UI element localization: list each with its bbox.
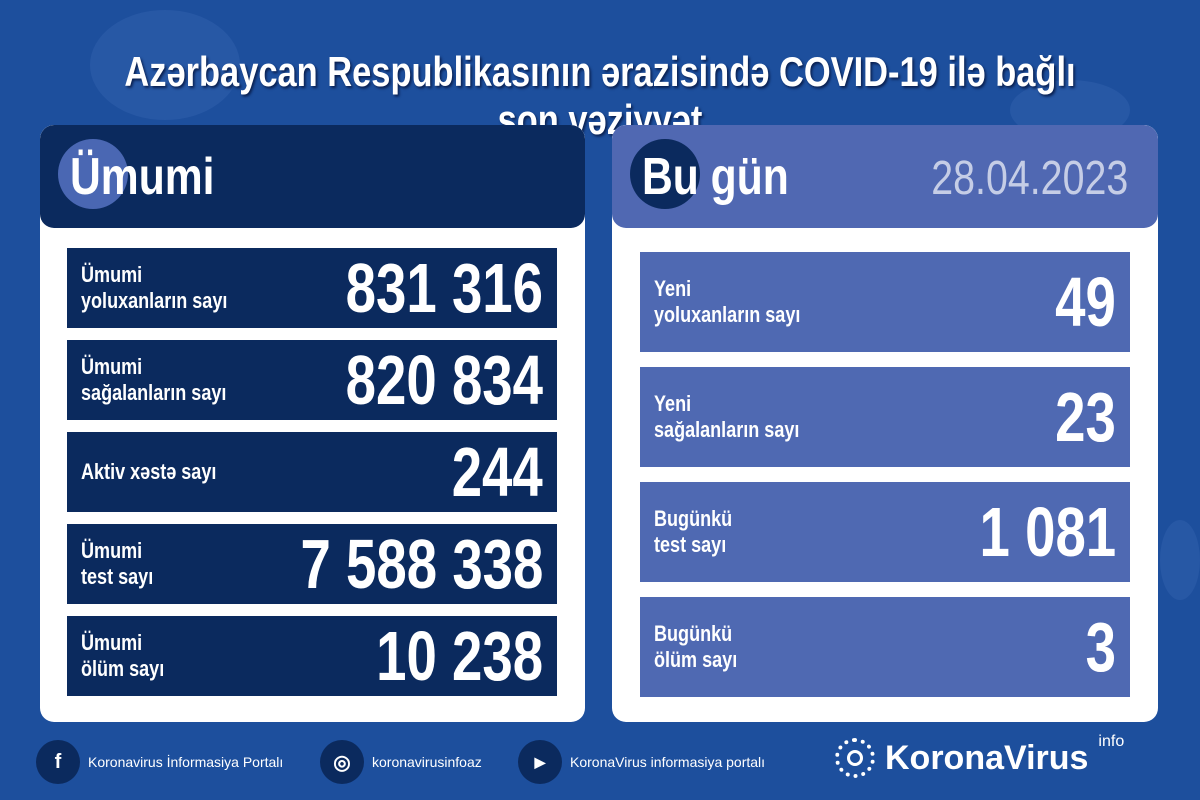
today-date: 28.04.2023 [931,152,1128,205]
today-header: Bu gün 28.04.2023 [612,125,1158,228]
virus-icon [58,139,128,209]
today-heading: Bu gün [642,148,789,206]
virus-decoration [90,10,240,120]
stat-row-active: Aktiv xəstə sayı 244 [67,432,557,512]
instagram-icon: ◎ [320,740,364,784]
facebook-link[interactable]: f Koronavirus İnformasiya Portalı [36,740,283,784]
total-header: Ümumi [40,125,585,228]
youtube-icon: ▶ [518,740,562,784]
instagram-link[interactable]: ◎ koronavirusinfoaz [320,740,482,784]
virus-decoration [1160,520,1200,600]
stat-row-new-infected: Yeni yoluxanların sayı 49 [640,252,1130,352]
youtube-link[interactable]: ▶ KoronaVirus informasiya portalı [518,740,765,784]
sun-icon [835,738,875,778]
stat-row-total-tests: Ümumi test sayı 7 588 338 [67,524,557,604]
total-heading: Ümumi [70,148,215,206]
today-card: Bu gün 28.04.2023 Yeni yoluxanların sayı 4… [612,125,1158,722]
stat-row-total-deaths: Ümumi ölüm sayı 10 238 [67,616,557,696]
stat-row-total-recovered: Ümumi sağalanların sayı 820 834 [67,340,557,420]
stat-row-total-infected: Ümumi yoluxanların sayı 831 316 [67,248,557,328]
stat-row-new-recovered: Yeni sağalanların sayı 23 [640,367,1130,467]
stat-row-today-deaths: Bugünkü ölüm sayı 3 [640,597,1130,697]
total-card: Ümumi Ümumi yoluxanların sayı 831 316 Ümum… [40,125,585,722]
brand-logo: KoronaVirus info [835,733,1124,778]
virus-icon [630,139,700,209]
facebook-icon: f [36,740,80,784]
stat-row-today-tests: Bugünkü test sayı 1 081 [640,482,1130,582]
